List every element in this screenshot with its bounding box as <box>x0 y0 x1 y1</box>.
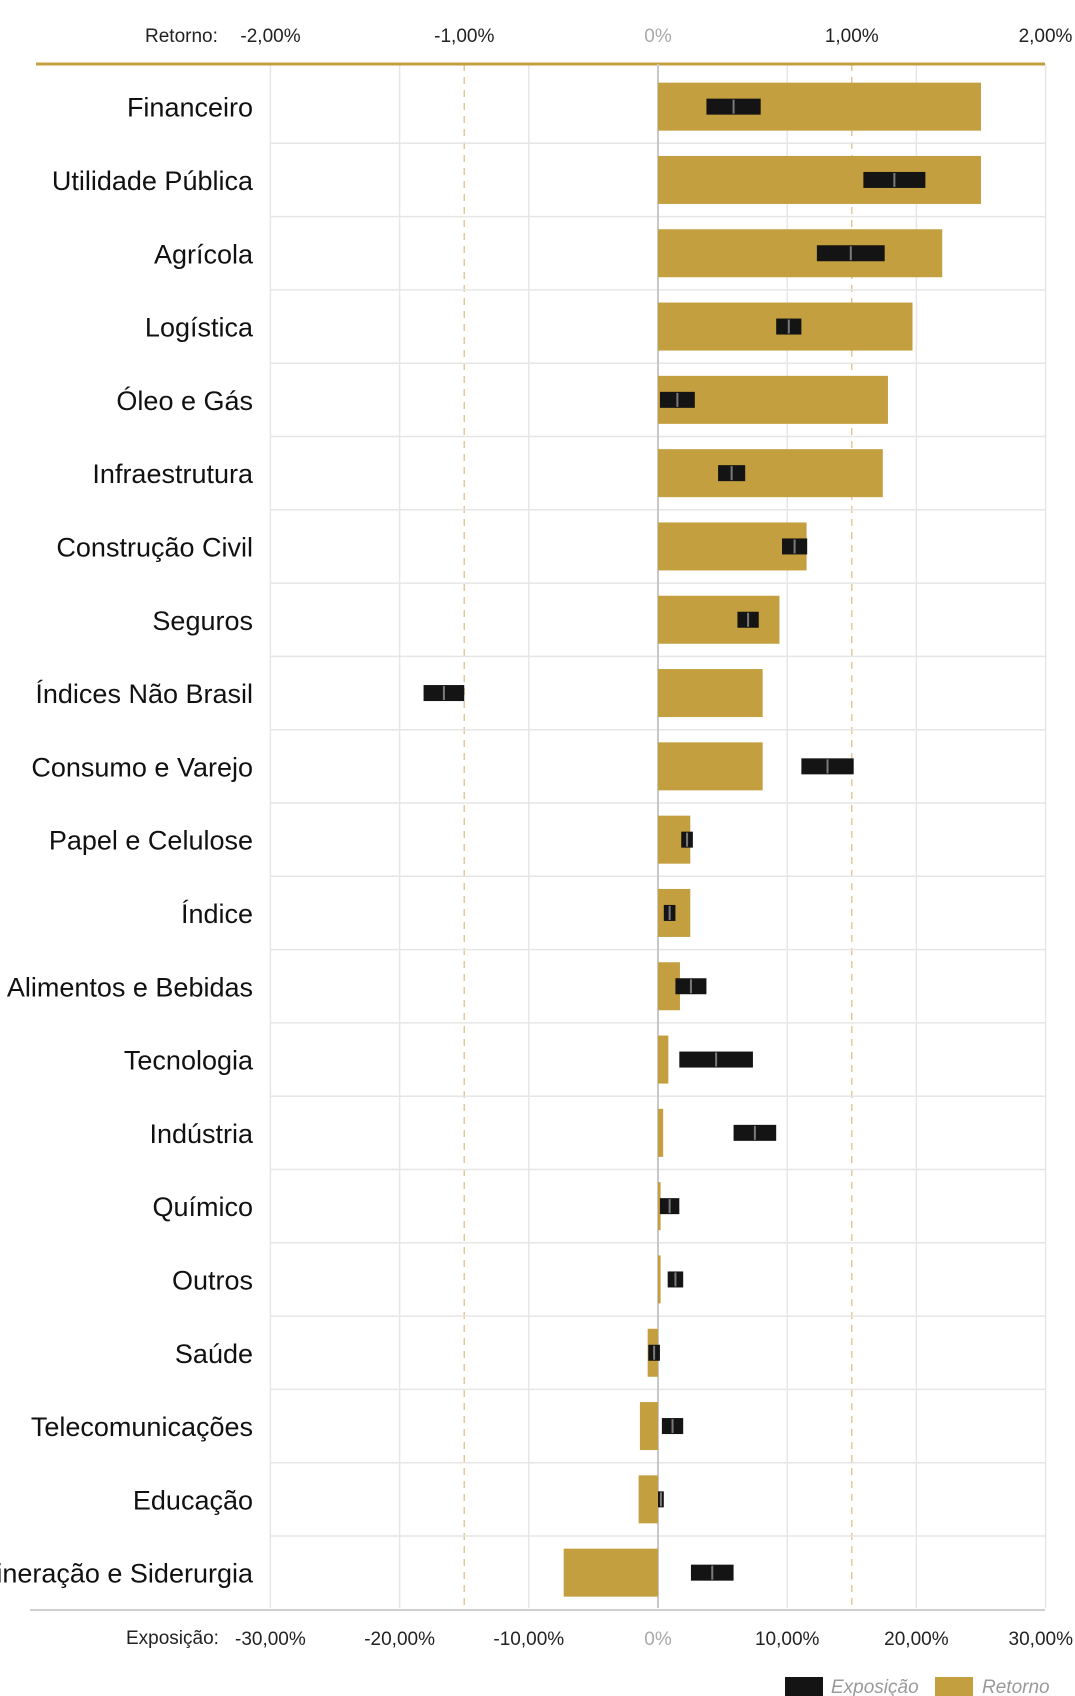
exposicao-median-tick <box>668 1199 671 1214</box>
category-label: Infraestrutura <box>92 459 254 489</box>
retorno-bar <box>563 1548 658 1597</box>
top-tick-label: 0% <box>644 26 672 47</box>
category-label: Alimentos e Bebidas <box>7 972 253 1002</box>
category-label: Índices Não Brasil <box>35 679 253 709</box>
exposicao-median-tick <box>676 392 679 407</box>
retorno-bar <box>639 1402 658 1451</box>
category-label: Seguros <box>152 606 253 636</box>
exposicao-median-tick <box>893 172 896 187</box>
retorno-bar <box>658 962 680 1011</box>
exposicao-markers <box>423 98 926 1581</box>
category-label: Utilidade Pública <box>52 166 254 196</box>
bottom-axis-title: Exposição: <box>126 1628 219 1649</box>
retorno-bars <box>563 82 981 1597</box>
bottom-tick-label: 0% <box>644 1629 672 1650</box>
top-tick-label: -2,00% <box>240 26 300 47</box>
top-tick-label: 2,00% <box>1019 26 1073 47</box>
category-label: Papel e Celulose <box>49 826 253 856</box>
exposicao-median-tick <box>653 1345 656 1360</box>
category-label: Educação <box>133 1485 253 1515</box>
category-label: Logística <box>145 313 254 343</box>
exposicao-median-tick <box>668 905 671 920</box>
exposicao-median-tick <box>826 759 829 774</box>
retorno-bar <box>658 155 981 204</box>
axes: Retorno: Exposição: -2,00% -1,00% 0% 1,00% 2… <box>126 26 1073 1650</box>
bottom-tick-label: 20,00% <box>884 1629 949 1650</box>
exposicao-median-tick <box>747 612 750 627</box>
top-tick-label: 1,00% <box>825 26 879 47</box>
bottom-tick-label: 10,00% <box>755 1629 820 1650</box>
category-label: Agrícola <box>154 239 254 269</box>
category-label: Indústria <box>149 1119 254 1149</box>
exposicao-median-tick <box>711 1565 714 1580</box>
category-labels: Financeiro Utilidade Pública Agrícola Logís… <box>0 93 254 1589</box>
exposicao-median-tick <box>686 832 689 847</box>
category-label: Financeiro <box>127 93 253 123</box>
legend-label-exposicao: Exposição <box>831 1677 919 1696</box>
top-tick-label: -1,00% <box>434 26 494 47</box>
category-label: Telecomunicações <box>31 1412 253 1442</box>
exposicao-median-tick <box>730 466 733 481</box>
exposicao-median-tick <box>659 1492 662 1507</box>
exposicao-median-tick <box>793 539 796 554</box>
retorno-bar <box>658 229 943 278</box>
category-label: Óleo e Gás <box>116 385 253 416</box>
retorno-bar <box>658 1108 664 1157</box>
bottom-tick-label: 30,00% <box>1009 1629 1074 1650</box>
retorno-bar <box>658 595 780 644</box>
top-axis-title: Retorno: <box>145 26 218 47</box>
retorno-bar <box>658 669 763 718</box>
retorno-bar <box>658 1255 661 1304</box>
exposicao-median-tick <box>732 99 735 114</box>
retorno-bar <box>658 522 807 571</box>
bottom-tick-label: -30,00% <box>235 1629 306 1650</box>
exposicao-median-tick <box>787 319 790 334</box>
retorno-bar <box>658 375 888 424</box>
category-label: Químico <box>152 1192 253 1222</box>
legend-label-retorno: Retorno <box>982 1677 1050 1696</box>
bottom-tick-label: -10,00% <box>493 1629 564 1650</box>
retorno-bar <box>638 1475 658 1524</box>
legend: Exposição Retorno <box>785 1677 1050 1696</box>
exposicao-median-tick <box>442 686 445 701</box>
category-label: Tecnologia <box>124 1046 254 1076</box>
category-label: Saúde <box>175 1339 253 1369</box>
exposicao-median-tick <box>671 1419 674 1434</box>
exposicao-median-tick <box>715 1052 718 1067</box>
exposicao-median-tick <box>674 1272 677 1287</box>
exposicao-median-tick <box>849 246 852 261</box>
category-label: Índice <box>181 899 253 929</box>
retorno-bar <box>658 449 883 498</box>
category-label: Outros <box>172 1265 253 1295</box>
exposicao-median-tick <box>753 1125 756 1140</box>
retorno-bar <box>658 1035 669 1084</box>
category-label: Mineração e Siderurgia <box>0 1559 254 1589</box>
exposicao-median-tick <box>689 979 692 994</box>
legend-swatch-retorno <box>935 1677 973 1696</box>
bottom-tick-label: -20,00% <box>364 1629 435 1650</box>
retorno-bar <box>658 1182 661 1231</box>
category-label: Consumo e Varejo <box>31 752 253 782</box>
category-label: Construção Civil <box>56 532 253 562</box>
retorno-bar <box>658 742 763 791</box>
legend-swatch-exposicao <box>785 1677 823 1696</box>
